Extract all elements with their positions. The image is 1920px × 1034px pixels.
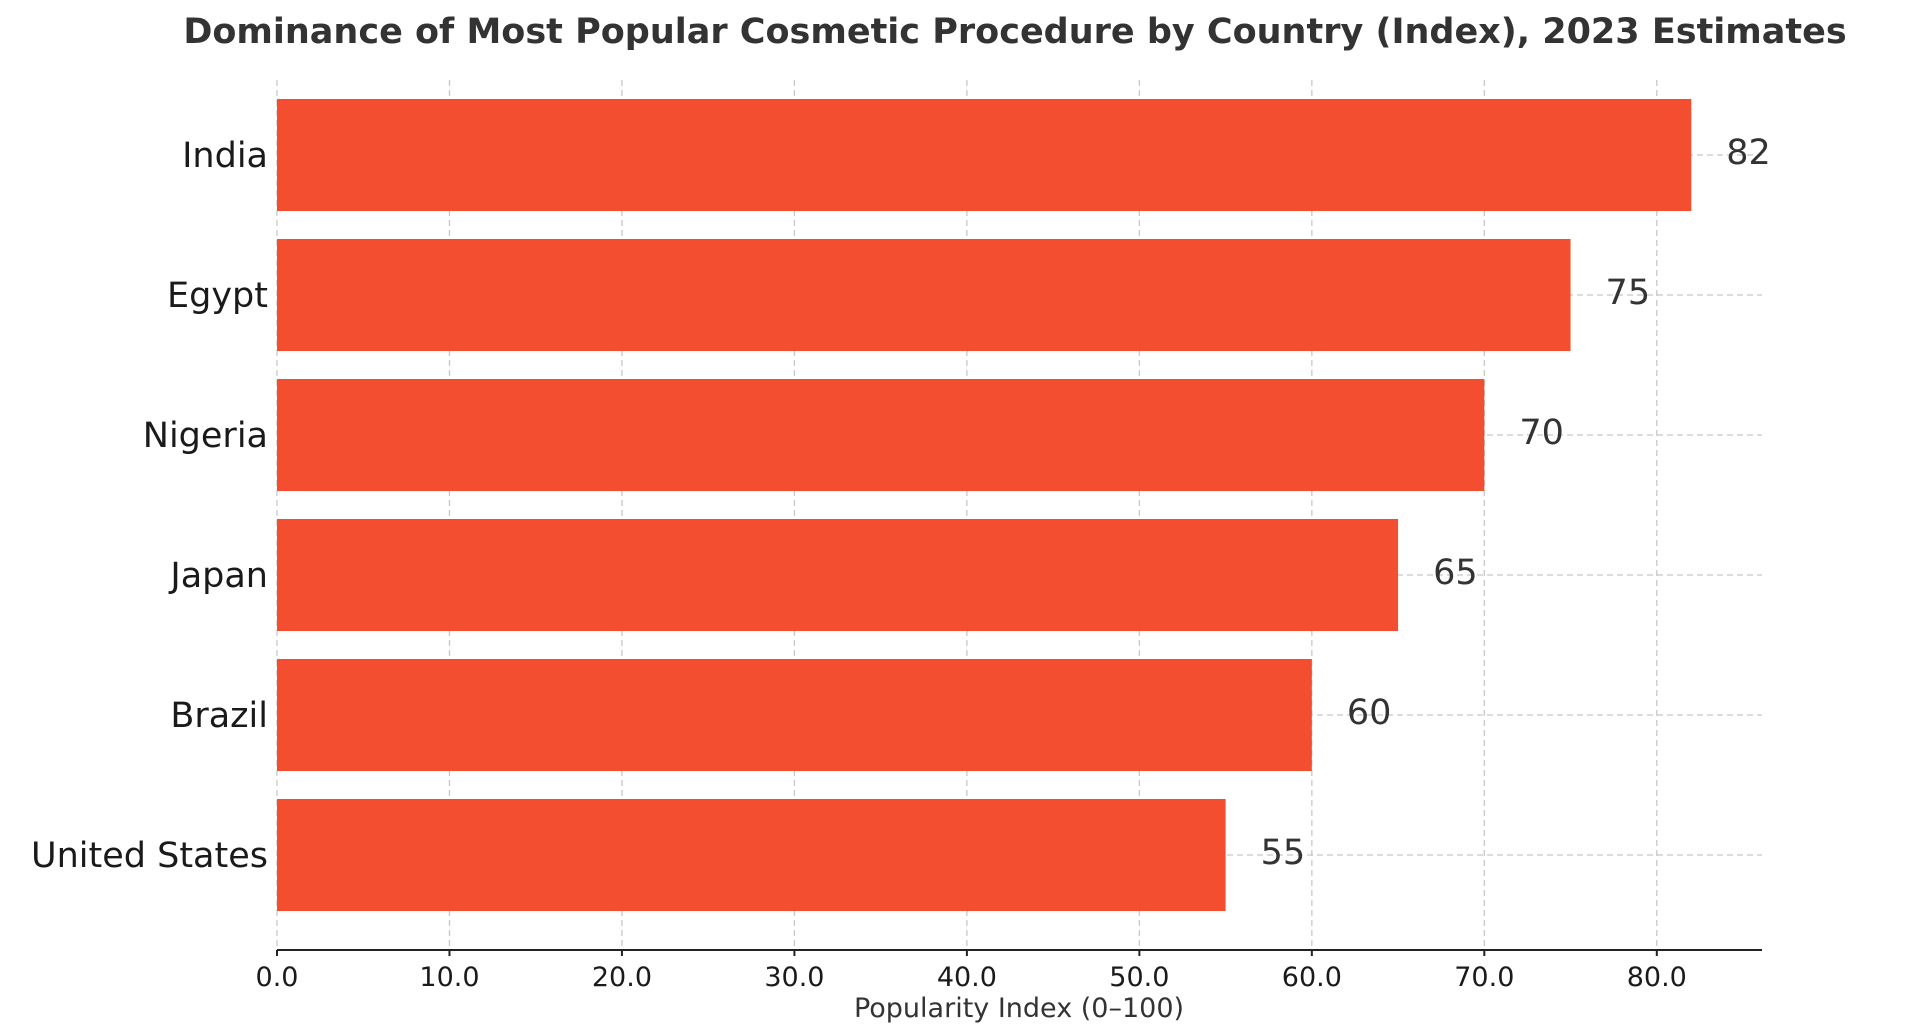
bar [277,379,1485,491]
category-label: Egypt [167,276,268,316]
bar [277,99,1692,211]
category-label: India [182,136,268,176]
x-tick-label: 60.0 [1282,962,1342,993]
value-label: 70 [1519,413,1564,453]
x-tick-label: 50.0 [1109,962,1169,993]
value-label: 55 [1261,833,1306,873]
x-tick-label: 40.0 [937,962,997,993]
category-label: United States [31,836,268,876]
bar [277,659,1312,771]
value-label: 65 [1433,553,1478,593]
value-label: 75 [1606,273,1651,313]
x-tick-label: 30.0 [764,962,824,993]
category-label: Nigeria [143,416,268,456]
bar [277,519,1399,631]
chart-title: Dominance of Most Popular Cosmetic Proce… [183,12,1846,52]
x-tick-label: 10.0 [419,962,479,993]
x-tick-label: 80.0 [1627,962,1687,993]
x-tick-label: 0.0 [256,962,299,993]
bar [277,799,1226,911]
ticks-layer: 0.0 10.0 20.0 30.0 40.0 50.0 60.0 70.0 80.0 [256,950,1687,993]
x-axis-title: Popularity Index (0–100) [854,993,1184,1024]
category-label: Brazil [170,696,268,736]
value-label: 82 [1726,133,1771,173]
labels-layer: India 82 Egypt 75 Nigeria 70 Japan 65 Brazil 60 Un… [31,133,1771,876]
bar [277,239,1571,351]
bars-layer [277,99,1692,911]
x-tick-label: 70.0 [1454,962,1514,993]
category-label: Japan [168,556,268,596]
value-label: 60 [1347,693,1392,733]
x-tick-label: 20.0 [592,962,652,993]
